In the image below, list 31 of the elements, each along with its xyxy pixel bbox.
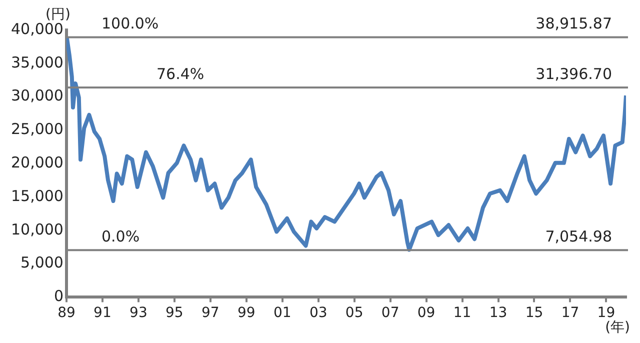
x-tick-label: 11 (453, 305, 472, 322)
x-tick-label: 91 (94, 305, 112, 322)
annotation: 100.0% (101, 14, 159, 33)
x-tick-label: 99 (237, 305, 256, 322)
y-tick-label: 20,000 (10, 153, 64, 172)
x-tick-label: 07 (381, 305, 400, 322)
y-tick-label: 5,000 (20, 254, 64, 272)
x-tick-label: 17 (561, 305, 580, 322)
x-tick-label: 95 (166, 305, 184, 322)
x-tick-label: 05 (345, 305, 364, 322)
x-tick-label: 93 (130, 305, 148, 322)
x-tick-label: 03 (309, 305, 328, 322)
ref-line-label: 31,396.70 (536, 64, 612, 83)
x-tick-label: 09 (417, 305, 436, 322)
y-tick-label: 30,000 (10, 86, 64, 105)
x-tick-label: 89 (58, 305, 76, 322)
x-tick-label: 13 (489, 305, 508, 322)
x-tick-label: 97 (202, 305, 220, 322)
x-tick-label: 15 (525, 305, 544, 322)
x-tick-label: 01 (273, 305, 292, 322)
ref-line-label: 38,915.87 (536, 14, 612, 33)
y-tick-label: 10,000 (10, 220, 64, 238)
ref-line-label: 7,054.98 (545, 227, 612, 246)
annotation: 76.4% (156, 64, 204, 83)
x-tick-label: 19 (597, 305, 616, 322)
y-tick-label: 25,000 (10, 120, 64, 138)
y-tick-label: 35,000 (10, 53, 64, 72)
annotation: 0.0% (101, 227, 140, 246)
y-tick-label: 0 (54, 287, 64, 306)
x-axis-title: (年) (605, 320, 630, 336)
y-tick-label: 15,000 (10, 186, 64, 205)
